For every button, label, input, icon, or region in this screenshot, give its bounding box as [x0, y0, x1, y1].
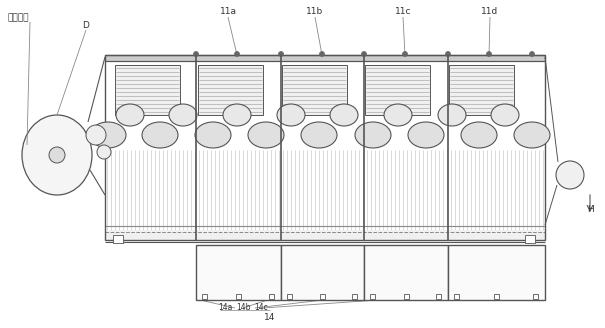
- Bar: [494, 294, 499, 299]
- Ellipse shape: [116, 104, 144, 126]
- Ellipse shape: [529, 51, 534, 56]
- Bar: [448, 245, 545, 300]
- Ellipse shape: [277, 104, 305, 126]
- Bar: [282, 65, 347, 115]
- Ellipse shape: [461, 122, 497, 148]
- Bar: [198, 65, 263, 115]
- Text: 14: 14: [264, 314, 276, 322]
- Ellipse shape: [362, 51, 367, 56]
- Text: 11b: 11b: [306, 8, 324, 16]
- Ellipse shape: [194, 51, 198, 56]
- Ellipse shape: [491, 104, 519, 126]
- Ellipse shape: [445, 51, 451, 56]
- Bar: [364, 245, 448, 300]
- Bar: [113, 235, 123, 243]
- Ellipse shape: [330, 104, 358, 126]
- Ellipse shape: [49, 147, 65, 163]
- Ellipse shape: [195, 122, 231, 148]
- Text: 14a: 14a: [218, 303, 232, 313]
- Text: H: H: [587, 206, 594, 215]
- Text: 11a: 11a: [220, 8, 237, 16]
- Ellipse shape: [142, 122, 178, 148]
- Bar: [320, 294, 325, 299]
- Text: D: D: [82, 20, 90, 30]
- Ellipse shape: [438, 104, 466, 126]
- Text: 14c: 14c: [254, 303, 268, 313]
- Ellipse shape: [319, 51, 324, 56]
- Text: 11c: 11c: [394, 8, 411, 16]
- Ellipse shape: [402, 51, 408, 56]
- Text: 14b: 14b: [236, 303, 250, 313]
- Ellipse shape: [248, 122, 284, 148]
- Bar: [525, 235, 535, 243]
- Text: 11d: 11d: [482, 8, 499, 16]
- Bar: [533, 294, 538, 299]
- Bar: [105, 55, 545, 240]
- Ellipse shape: [301, 122, 337, 148]
- Ellipse shape: [86, 125, 106, 145]
- Bar: [370, 294, 375, 299]
- Bar: [202, 294, 207, 299]
- Bar: [115, 65, 180, 115]
- Ellipse shape: [235, 51, 240, 56]
- Ellipse shape: [514, 122, 550, 148]
- Bar: [281, 245, 364, 300]
- Bar: [449, 65, 514, 115]
- Ellipse shape: [355, 122, 391, 148]
- Ellipse shape: [408, 122, 444, 148]
- Bar: [352, 294, 357, 299]
- Bar: [105, 55, 545, 61]
- Bar: [269, 294, 274, 299]
- Bar: [365, 65, 430, 115]
- Bar: [454, 294, 459, 299]
- Text: 散纤绵豆: 散纤绵豆: [8, 13, 30, 23]
- Ellipse shape: [486, 51, 491, 56]
- Bar: [436, 294, 441, 299]
- Ellipse shape: [22, 115, 92, 195]
- Ellipse shape: [169, 104, 197, 126]
- Ellipse shape: [384, 104, 412, 126]
- Ellipse shape: [278, 51, 284, 56]
- Bar: [287, 294, 292, 299]
- Ellipse shape: [90, 122, 126, 148]
- Ellipse shape: [223, 104, 251, 126]
- Bar: [404, 294, 409, 299]
- Bar: [105, 230, 545, 240]
- Bar: [236, 294, 241, 299]
- Ellipse shape: [97, 145, 111, 159]
- Bar: [196, 245, 281, 300]
- Ellipse shape: [556, 161, 584, 189]
